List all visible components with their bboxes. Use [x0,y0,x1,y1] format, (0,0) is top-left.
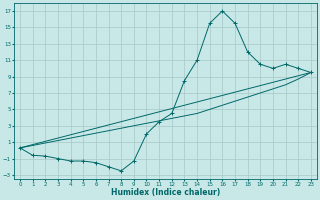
X-axis label: Humidex (Indice chaleur): Humidex (Indice chaleur) [111,188,220,197]
